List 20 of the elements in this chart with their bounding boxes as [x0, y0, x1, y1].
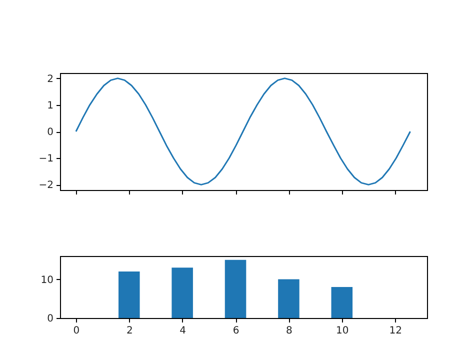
x-tick-label: 2: [126, 326, 133, 336]
bar: [278, 279, 300, 318]
y-tick-label: 0: [47, 314, 54, 324]
y-tick-label: 10: [40, 274, 54, 286]
x-tick-label: 6: [232, 326, 240, 336]
x-tick-label: 10: [336, 326, 349, 336]
y-tick-label: −2: [38, 180, 54, 192]
bar: [118, 272, 140, 318]
bar: [224, 260, 246, 318]
x-tick-label: 12: [389, 326, 402, 336]
y-tick-label: −1: [38, 154, 54, 165]
x-tick-label: 8: [286, 326, 292, 336]
line-series: [75, 78, 411, 186]
y-tick-label: 2: [47, 74, 54, 85]
x-tick-label: 0: [73, 326, 80, 336]
bar: [331, 287, 353, 318]
x-tick-label: 4: [180, 326, 186, 336]
y-tick-label: 1: [47, 100, 54, 112]
y-tick-label: 0: [47, 127, 54, 138]
bar: [172, 268, 193, 318]
